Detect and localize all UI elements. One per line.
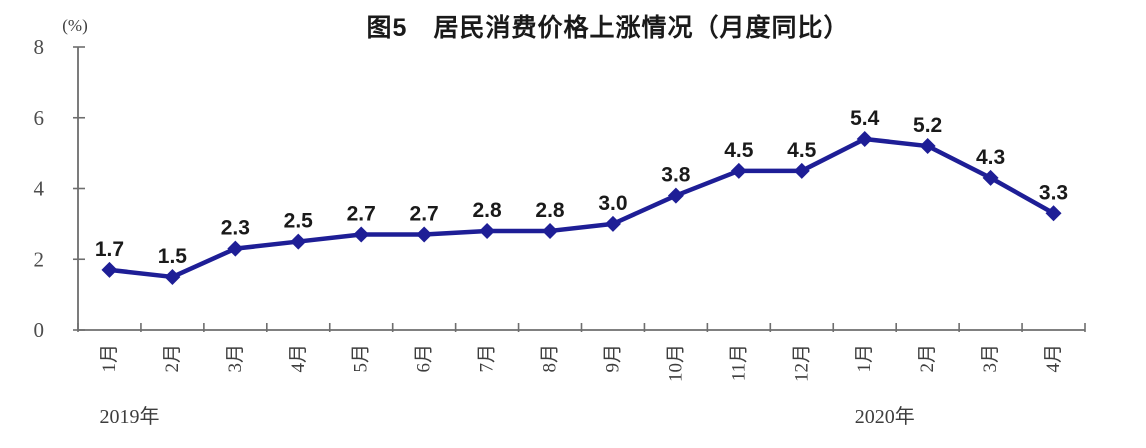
data-point-marker <box>982 169 999 186</box>
data-point-label: 5.2 <box>913 114 942 137</box>
x-axis-month-label: 2月 <box>162 344 183 373</box>
x-axis-month-label: 1月 <box>99 344 120 373</box>
x-axis-month-label: 8月 <box>540 344 561 373</box>
data-point-label: 2.7 <box>410 202 439 225</box>
data-point-marker <box>1045 205 1062 222</box>
data-point-marker <box>542 222 559 239</box>
data-point-label: 2.3 <box>221 217 250 240</box>
y-axis-tick-label: 8 <box>34 35 45 59</box>
data-point-label: 1.7 <box>95 238 124 261</box>
y-axis-tick-label: 6 <box>34 106 45 130</box>
data-point-marker <box>416 226 433 243</box>
x-axis-month-label: 4月 <box>288 344 309 373</box>
data-point-label: 2.7 <box>347 202 376 225</box>
x-axis-month-label: 4月 <box>1043 344 1064 373</box>
x-axis-month-label: 1月 <box>854 344 875 373</box>
x-axis-month-label: 9月 <box>602 344 623 373</box>
chart-title: 图5 居民消费价格上涨情况（月度同比） <box>366 14 850 42</box>
x-axis-month-label: 3月 <box>980 344 1001 373</box>
data-point-label: 2.5 <box>284 210 314 233</box>
data-point-label: 2.8 <box>472 199 502 222</box>
x-axis-month-label: 7月 <box>477 344 498 373</box>
data-point-label: 4.5 <box>724 139 754 162</box>
data-point-marker <box>667 187 684 204</box>
x-axis-year-label: 2019年 <box>99 405 159 428</box>
data-point-label: 3.8 <box>661 164 691 187</box>
x-axis-year-label: 2020年 <box>855 405 915 428</box>
data-point-marker <box>730 162 747 179</box>
data-point-label: 3.3 <box>1039 181 1068 204</box>
x-axis-month-label: 12月 <box>791 344 812 382</box>
data-line <box>107 136 1056 280</box>
data-point-label: 2.8 <box>535 199 565 222</box>
y-axis-tick-label: 4 <box>34 177 45 201</box>
data-point-label: 4.5 <box>787 139 817 162</box>
x-axis-month-label: 2月 <box>917 344 938 373</box>
data-point-label: 5.4 <box>850 107 880 130</box>
x-axis-month-label: 5月 <box>351 344 372 373</box>
data-point-marker <box>227 240 244 257</box>
data-point-marker <box>604 215 621 232</box>
data-point-label: 4.3 <box>976 146 1005 169</box>
data-point-marker <box>101 261 118 278</box>
x-axis-month-label: 11月 <box>728 344 749 381</box>
data-point-marker <box>164 268 181 285</box>
data-point-label: 1.5 <box>158 245 188 268</box>
data-point-marker <box>919 138 936 155</box>
y-axis-tick-label: 2 <box>34 247 45 271</box>
data-point-marker <box>793 162 810 179</box>
x-axis-month-label: 6月 <box>414 344 435 373</box>
y-axis-unit-label: (%) <box>62 16 87 35</box>
data-point-marker <box>290 233 307 250</box>
data-point-label: 3.0 <box>598 192 627 215</box>
x-axis-month-label: 10月 <box>665 344 686 382</box>
y-axis-tick-label: 0 <box>34 318 45 342</box>
data-point-marker <box>856 130 873 147</box>
x-axis-month-label: 3月 <box>225 344 246 373</box>
data-point-marker <box>353 226 370 243</box>
data-point-marker <box>479 222 496 239</box>
